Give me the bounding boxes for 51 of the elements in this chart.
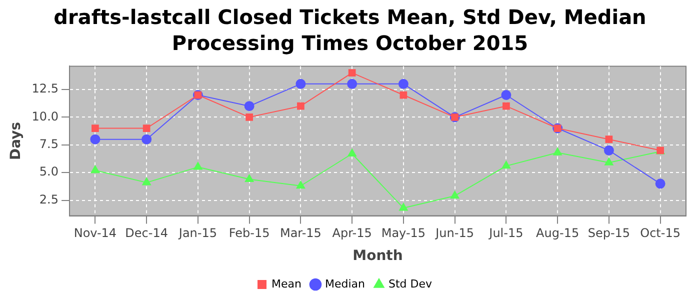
x-axis-title: Month	[352, 248, 403, 264]
point	[399, 203, 408, 211]
point	[90, 165, 100, 174]
x-tick-label: Jan-15	[178, 226, 218, 240]
point	[348, 69, 356, 77]
point	[142, 178, 151, 186]
y-tick-label: 7.5	[39, 137, 59, 152]
x-tick-label: Aug-15	[536, 226, 580, 240]
point	[244, 101, 254, 112]
point	[553, 148, 562, 156]
x-tick-label: Apr-15	[332, 226, 372, 240]
point	[244, 174, 254, 182]
y-tick-label: 5.0	[39, 164, 59, 179]
point	[296, 180, 306, 189]
point	[347, 78, 358, 89]
point	[92, 124, 99, 132]
x-tick-label: Nov-14	[74, 226, 117, 240]
x-tick-label: Sep-15	[588, 226, 630, 240]
point	[142, 134, 152, 144]
point	[142, 124, 150, 132]
x-tick-label: Feb-15	[228, 226, 270, 240]
point	[90, 134, 100, 144]
legend-label: Mean	[272, 277, 302, 290]
y-tick-label: 12.5	[32, 82, 59, 96]
y-tick-label: 2.5	[39, 192, 59, 206]
point	[348, 148, 356, 156]
point	[296, 78, 306, 89]
point	[194, 162, 202, 170]
y-axis-title: Days	[8, 122, 24, 160]
point	[502, 160, 511, 169]
point	[655, 178, 666, 189]
point	[501, 90, 512, 100]
legend-label: Median	[324, 277, 366, 290]
y-tick-label: 10.0	[32, 109, 59, 124]
point	[400, 91, 408, 99]
point	[398, 78, 408, 89]
point	[450, 190, 460, 199]
x-tick-label: Jun-15	[434, 226, 474, 240]
x-tick-label: May-15	[381, 226, 426, 240]
legend-label: Std Dev	[388, 277, 432, 290]
point	[604, 145, 614, 156]
x-tick-label: Jul-15	[488, 226, 524, 240]
x-tick-label: Mar-15	[280, 226, 322, 240]
point	[297, 102, 304, 110]
x-tick-label: Dec-14	[125, 226, 168, 240]
point	[246, 113, 254, 121]
point	[605, 136, 613, 144]
x-tick-label: Oct-15	[640, 226, 680, 240]
point	[502, 102, 510, 110]
point	[604, 158, 614, 166]
chart-title: drafts-lastcall Closed Tickets Mean, Std Dev, Median Processing Times October 2015	[52, 4, 648, 56]
